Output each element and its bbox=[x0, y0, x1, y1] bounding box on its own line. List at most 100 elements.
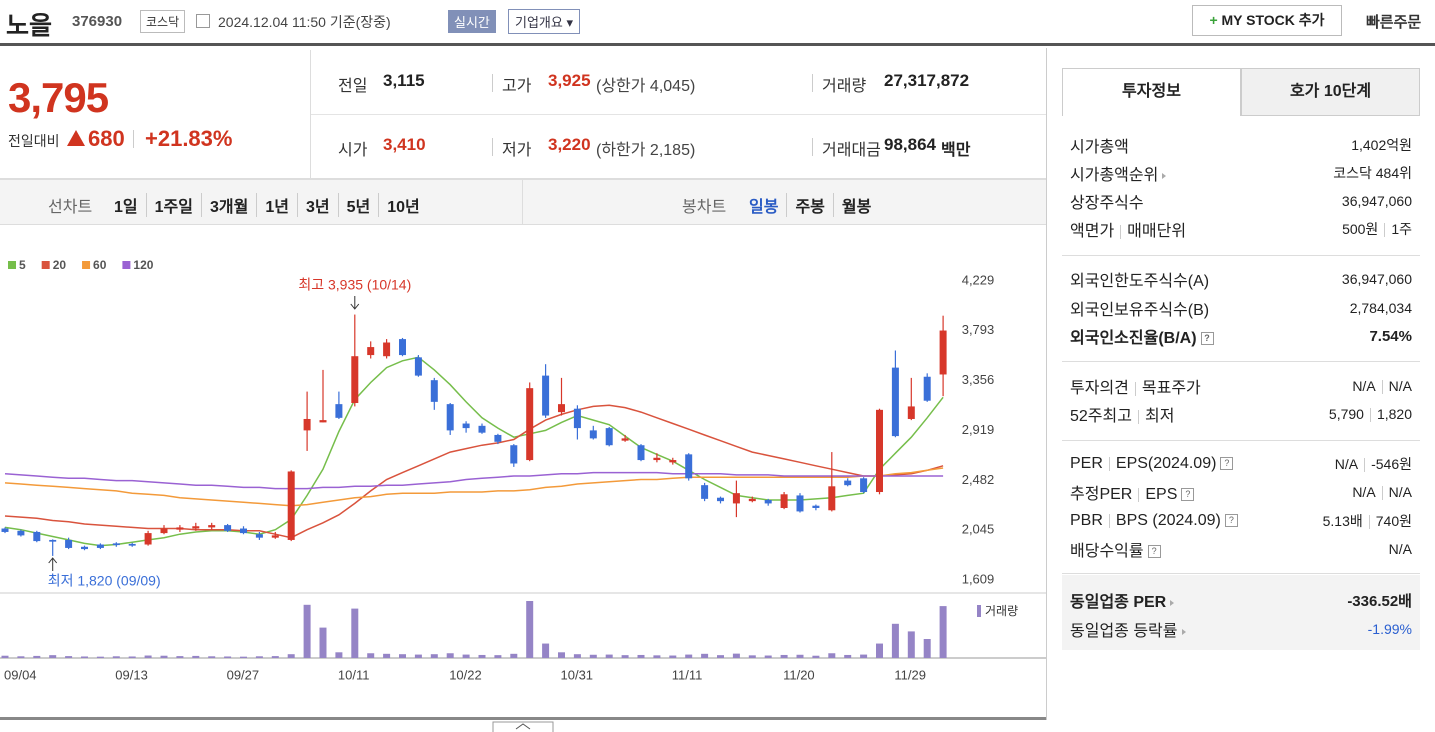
y-tick-label: 2,482 bbox=[962, 472, 995, 487]
volume-bar bbox=[271, 656, 279, 658]
stat-label: 저가 bbox=[502, 142, 532, 159]
sidebar-border bbox=[1046, 48, 1047, 720]
y-tick-label: 2,045 bbox=[962, 522, 995, 537]
help-icon[interactable]: ? bbox=[1147, 545, 1161, 559]
quick-order[interactable]: 빠른주문 bbox=[1366, 14, 1422, 31]
candle-body bbox=[128, 543, 136, 546]
x-tick-label: 10/22 bbox=[449, 667, 482, 682]
divider bbox=[492, 74, 493, 92]
help-icon[interactable]: ? bbox=[1200, 332, 1214, 346]
help-icon[interactable]: ? bbox=[1220, 457, 1234, 471]
divider bbox=[1108, 513, 1110, 528]
divider bbox=[1364, 458, 1366, 473]
help-icon[interactable]: ? bbox=[1181, 488, 1195, 502]
line-periods: 1일 1주일 3개월 1년 3년 5년 10년 bbox=[106, 193, 428, 217]
candle-body bbox=[526, 388, 534, 461]
candle-body bbox=[494, 434, 502, 442]
candle-body bbox=[510, 445, 518, 464]
volume-bar bbox=[844, 654, 852, 658]
row-label: 외국인소진율(B/A) bbox=[1070, 330, 1197, 347]
x-tick-label: 10/31 bbox=[561, 667, 594, 682]
overview-button[interactable]: 기업개요 ▾ bbox=[508, 9, 580, 34]
candle-body bbox=[573, 408, 581, 429]
moving-average-line bbox=[4, 467, 944, 507]
mystock-button[interactable]: + MY STOCK 추가 bbox=[1192, 5, 1342, 36]
divider bbox=[1062, 361, 1420, 362]
period-tab[interactable]: 1년 bbox=[256, 193, 297, 217]
row-value: 500원 bbox=[1342, 221, 1379, 237]
max-arrow bbox=[350, 296, 360, 310]
volume-bar bbox=[828, 653, 836, 658]
volume-bar bbox=[939, 606, 947, 658]
row-labels: 동일업종 등락률 bbox=[1070, 617, 1186, 641]
volume-bar bbox=[907, 631, 915, 658]
collapse-arrow bbox=[515, 723, 531, 730]
price-panel: 3,795 전일대비 680 +21.83% bbox=[0, 50, 311, 179]
volume-bar bbox=[303, 604, 311, 658]
realtime-badge[interactable]: 실시간 bbox=[448, 10, 496, 33]
candle-body bbox=[923, 376, 931, 401]
row-labels: 추정PER EPS? bbox=[1070, 480, 1195, 504]
row-label: 시가총액순위 bbox=[1070, 167, 1159, 184]
stat-extra: (하한가 2,185) bbox=[596, 142, 696, 159]
legend-swatch bbox=[41, 261, 50, 269]
candle-body bbox=[430, 380, 438, 402]
divider bbox=[812, 74, 813, 92]
help-icon[interactable]: ? bbox=[1224, 514, 1238, 528]
collapse-tab[interactable] bbox=[492, 721, 554, 732]
divider bbox=[1134, 381, 1136, 396]
period-tab[interactable]: 5년 bbox=[337, 193, 379, 217]
candle-body bbox=[637, 445, 645, 461]
stat-label: 시가 bbox=[338, 142, 368, 159]
row-label: 최저 bbox=[1144, 408, 1175, 425]
sidebar-tab[interactable]: 호가 10단계 bbox=[1241, 68, 1420, 116]
divider bbox=[1381, 486, 1383, 501]
volume-bar bbox=[653, 655, 661, 658]
stock-name: 노을 bbox=[6, 12, 53, 40]
row-label: 52주최고 bbox=[1070, 408, 1132, 425]
candle-body bbox=[144, 533, 152, 545]
candle-body bbox=[335, 404, 343, 418]
period-tab[interactable]: 1주일 bbox=[145, 193, 201, 217]
period-tab[interactable]: 1일 bbox=[114, 199, 138, 216]
row-labels: PER EPS(2024.09)? bbox=[1070, 455, 1234, 473]
period-tab[interactable]: 주봉 bbox=[786, 193, 832, 217]
stat-value: 3,925 bbox=[548, 71, 591, 90]
volume-bar bbox=[430, 654, 438, 658]
period-tab[interactable]: 3개월 bbox=[200, 193, 256, 217]
y-tick-label: 3,356 bbox=[962, 372, 995, 387]
volume-bar bbox=[812, 655, 820, 658]
x-tick-label: 11/11 bbox=[672, 667, 703, 682]
period-tab[interactable]: 월봉 bbox=[832, 193, 879, 217]
divider bbox=[1369, 408, 1371, 423]
row-labels: 투자의견 목표주가 bbox=[1070, 374, 1201, 398]
period-tab[interactable]: 10년 bbox=[378, 193, 428, 217]
period-tab[interactable]: 일봉 bbox=[749, 199, 779, 216]
info-row: 액면가 매매단위 500원 1주 bbox=[1062, 215, 1420, 243]
x-tick-label: 09/04 bbox=[4, 667, 37, 682]
row-value: N/A bbox=[1388, 377, 1412, 394]
sidebar-tab[interactable]: 투자정보 bbox=[1062, 68, 1241, 116]
legend-swatch bbox=[8, 261, 16, 269]
y-tick-label: 3,793 bbox=[962, 322, 995, 337]
row-values: 5,790 1,820 bbox=[1329, 406, 1412, 423]
volume-bar bbox=[780, 654, 788, 658]
row-values: N/A bbox=[1389, 541, 1412, 557]
period-tab[interactable]: 3년 bbox=[296, 193, 338, 217]
row-values: 36,947,060 bbox=[1342, 193, 1412, 209]
volume-bar bbox=[923, 639, 931, 658]
row-value: 36,947,060 bbox=[1341, 193, 1412, 209]
volume-bar bbox=[240, 656, 247, 658]
volume-bar bbox=[128, 656, 136, 658]
stat-value: 98,864 bbox=[884, 135, 936, 154]
candle-body bbox=[240, 528, 247, 534]
volume-bar bbox=[383, 653, 391, 658]
stat-label: 거래량 bbox=[822, 78, 867, 95]
info-row: 추정PER EPS? N/A N/A bbox=[1062, 478, 1420, 506]
candle-periods: 일봉 주봉 월봉 bbox=[741, 193, 879, 217]
volume-bar bbox=[414, 654, 422, 658]
candle-body bbox=[399, 339, 406, 356]
row-label: BPS (2024.09) bbox=[1115, 512, 1221, 529]
divider bbox=[1384, 223, 1386, 238]
volume-bar bbox=[192, 655, 200, 658]
